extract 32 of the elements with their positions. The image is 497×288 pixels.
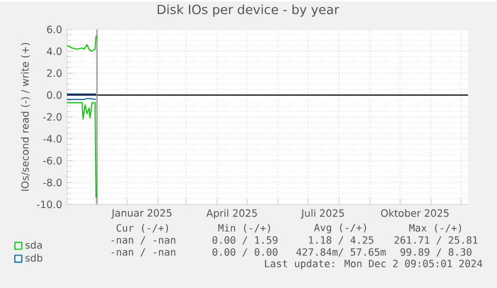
text: Avg (-/+) bbox=[314, 223, 366, 234]
legend-label: sda bbox=[25, 240, 42, 249]
text: 0.00 / 0.00 bbox=[212, 248, 278, 256]
y-tick-label: -8.0 bbox=[43, 178, 62, 186]
text: Last update: Mon Dec 2 09:05:01 2024 bbox=[265, 259, 482, 270]
text: -nan / -nan bbox=[112, 236, 176, 244]
x-tick-label: Oktober 2025 bbox=[381, 208, 449, 217]
line-series bbox=[67, 35, 97, 52]
y-tick-label: 0.0 bbox=[47, 91, 62, 99]
line-series bbox=[67, 102, 97, 198]
y-tick-label: -6.0 bbox=[43, 156, 62, 164]
y-tick-label: -10.0 bbox=[36, 200, 62, 208]
y-axis-title: IOs/second read (-) / write (+) bbox=[21, 42, 30, 191]
text: -nan / -nan bbox=[112, 248, 176, 256]
text: Max (-/+) bbox=[409, 224, 461, 233]
y-tick-label: 4.0 bbox=[46, 47, 62, 55]
y-tick-label: -2.0 bbox=[43, 112, 62, 120]
text: Min (-/+) bbox=[218, 224, 270, 233]
text: 261.71 / 25.81 bbox=[394, 236, 478, 244]
text: 427.84m/ 57.65m bbox=[296, 248, 386, 256]
text: Cur (-/+) bbox=[116, 224, 168, 233]
text: 0.00 / 1.59 bbox=[212, 236, 278, 244]
text: 99.89 / 8.30 bbox=[400, 248, 472, 256]
x-tick-label: April 2025 bbox=[206, 208, 257, 219]
y-tick-label: -4.0 bbox=[43, 134, 62, 142]
legend-label: sdb bbox=[25, 254, 42, 262]
y-tick-label: 2.0 bbox=[47, 69, 62, 77]
x-tick-label: Juli 2025 bbox=[300, 208, 344, 219]
text: 1.18 / 4.25 bbox=[309, 236, 374, 244]
chart-title: Disk IOs per device - by year bbox=[158, 4, 340, 16]
x-tick-label: Januar 2025 bbox=[111, 208, 172, 218]
y-tick-label: 6.0 bbox=[47, 25, 62, 33]
